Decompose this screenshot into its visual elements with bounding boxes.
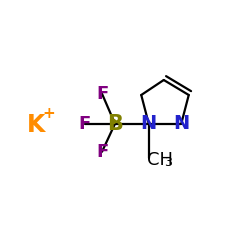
Text: B: B: [107, 114, 123, 134]
Text: N: N: [140, 114, 157, 133]
Text: +: +: [42, 106, 54, 120]
Text: N: N: [173, 114, 190, 133]
Text: 3: 3: [164, 156, 172, 170]
Text: F: F: [96, 85, 108, 103]
Text: CH: CH: [148, 151, 174, 169]
Text: F: F: [96, 143, 108, 161]
Text: K: K: [27, 113, 46, 137]
Text: F: F: [79, 115, 91, 133]
